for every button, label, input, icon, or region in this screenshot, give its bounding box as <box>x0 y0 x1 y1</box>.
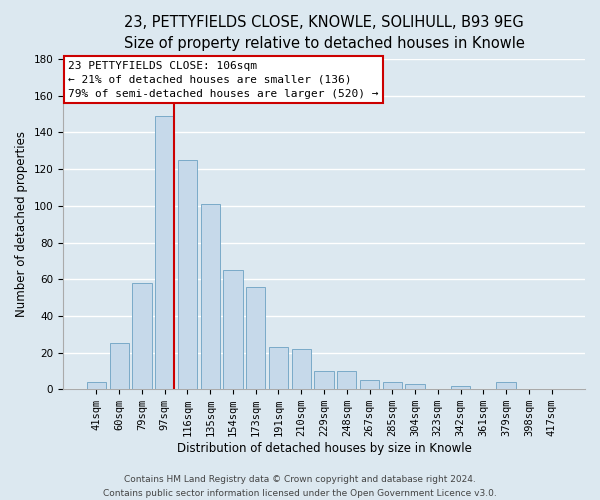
Text: Contains HM Land Registry data © Crown copyright and database right 2024.
Contai: Contains HM Land Registry data © Crown c… <box>103 476 497 498</box>
Bar <box>269 347 288 389</box>
Bar <box>406 384 425 389</box>
Bar <box>496 382 516 389</box>
Bar <box>200 204 220 389</box>
Y-axis label: Number of detached properties: Number of detached properties <box>15 131 28 317</box>
Bar <box>246 286 265 389</box>
Bar <box>178 160 197 389</box>
Bar <box>110 344 129 389</box>
Bar <box>337 371 356 389</box>
Bar <box>87 382 106 389</box>
Title: 23, PETTYFIELDS CLOSE, KNOWLE, SOLIHULL, B93 9EG
Size of property relative to de: 23, PETTYFIELDS CLOSE, KNOWLE, SOLIHULL,… <box>124 15 524 51</box>
Bar <box>155 116 175 389</box>
X-axis label: Distribution of detached houses by size in Knowle: Distribution of detached houses by size … <box>176 442 472 455</box>
Bar <box>132 283 152 389</box>
Bar <box>360 380 379 389</box>
Bar <box>292 349 311 389</box>
Bar <box>223 270 242 389</box>
Text: 23 PETTYFIELDS CLOSE: 106sqm
← 21% of detached houses are smaller (136)
79% of s: 23 PETTYFIELDS CLOSE: 106sqm ← 21% of de… <box>68 61 379 99</box>
Bar <box>383 382 402 389</box>
Bar <box>451 386 470 389</box>
Bar <box>314 371 334 389</box>
